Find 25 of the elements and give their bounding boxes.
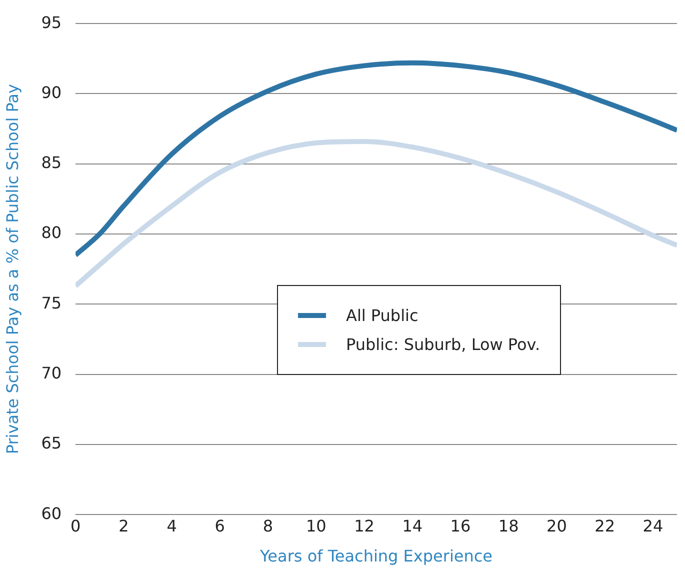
legend-label: Public: Suburb, Low Pov. (346, 335, 540, 354)
x-tick-label: 22 (594, 516, 616, 536)
y-tick-label: 65 (41, 434, 62, 453)
x-tick-label: 18 (498, 516, 519, 536)
y-tick-label: 75 (41, 293, 62, 312)
y-tick-label: 85 (41, 153, 62, 172)
x-tick-label: 2 (118, 516, 129, 536)
y-tick-label: 90 (41, 82, 62, 102)
x-tick-label: 14 (402, 516, 423, 536)
x-tick-label: 16 (450, 516, 471, 536)
x-tick-label: 20 (546, 516, 567, 536)
y-tick-label: 80 (41, 223, 62, 242)
y-tick-label: 70 (41, 363, 62, 382)
x-tick-label: 10 (306, 516, 326, 536)
x-tick-label: 6 (214, 516, 225, 536)
legend-label: All Public (346, 306, 418, 325)
x-tick-label: 24 (642, 516, 664, 536)
x-tick-label: 12 (354, 516, 374, 536)
y-tick-label: 95 (41, 12, 62, 32)
y-tick-label: 60 (41, 504, 62, 523)
x-tick-label: 0 (70, 516, 81, 536)
x-tick-label: 8 (262, 516, 274, 536)
y-axis-title: Private School Pay as a % of Public School Pay (2, 84, 22, 454)
x-tick-label: 4 (166, 516, 177, 536)
x-axis-title: Years of Teaching Experience (259, 546, 493, 566)
